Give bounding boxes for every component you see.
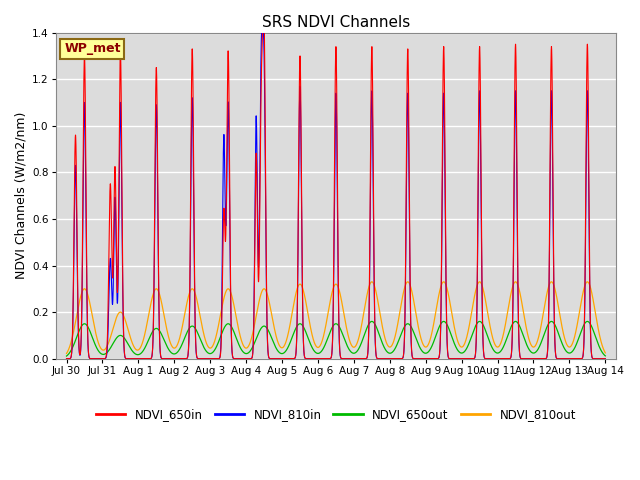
Title: SRS NDVI Channels: SRS NDVI Channels [262,15,410,30]
Legend: NDVI_650in, NDVI_810in, NDVI_650out, NDVI_810out: NDVI_650in, NDVI_810in, NDVI_650out, NDV… [91,404,580,426]
Y-axis label: NDVI Channels (W/m2/nm): NDVI Channels (W/m2/nm) [15,112,28,279]
Text: WP_met: WP_met [64,42,121,55]
